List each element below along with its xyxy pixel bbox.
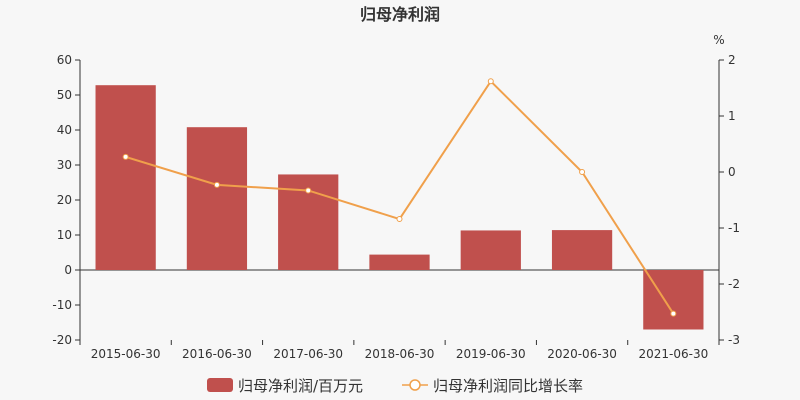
line-point xyxy=(305,187,312,194)
line-point xyxy=(487,78,494,85)
x-tick-label: 2021-06-30 xyxy=(638,347,708,361)
legend-line-label: 归母净利润同比增长率 xyxy=(433,377,583,395)
line-point xyxy=(579,169,586,175)
left-tick-label: 30 xyxy=(57,158,72,172)
right-axis-ticks: 2 1 0 -1 -2 -3 xyxy=(719,53,740,347)
legend: 归母净利润/百万元 归母净利润同比增长率 xyxy=(207,377,583,395)
axes-group xyxy=(79,60,720,340)
left-tick-label: -20 xyxy=(52,333,72,347)
right-tick-label: 1 xyxy=(728,109,736,123)
bar xyxy=(460,230,521,270)
legend-bar-label: 归母净利润/百万元 xyxy=(238,377,363,395)
left-tick-label: 60 xyxy=(57,53,72,67)
bar-series xyxy=(95,85,704,330)
x-tick-label: 2019-06-30 xyxy=(456,347,526,361)
left-tick-label: 50 xyxy=(57,88,72,102)
left-tick-label: -10 xyxy=(52,298,72,312)
line-series xyxy=(122,78,677,317)
line-point xyxy=(670,310,677,317)
x-axis-ticks: 2015-06-30 2016-06-30 2017-06-30 2018-06-30… xyxy=(79,340,720,361)
x-tick-label: 2016-06-30 xyxy=(182,347,252,361)
line-point xyxy=(122,153,129,160)
right-axis-unit: % xyxy=(713,33,724,47)
legend-bar-swatch xyxy=(207,378,233,392)
left-tick-label: 20 xyxy=(57,193,72,207)
x-tick-label: 2020-06-30 xyxy=(547,347,617,361)
bar xyxy=(369,254,430,270)
bar xyxy=(643,270,704,330)
x-tick-label: 2017-06-30 xyxy=(273,347,343,361)
line-point xyxy=(396,216,403,223)
right-tick-label: -2 xyxy=(728,277,740,291)
x-tick-label: 2015-06-30 xyxy=(91,347,161,361)
left-tick-label: 0 xyxy=(64,263,72,277)
left-tick-label: 10 xyxy=(57,228,72,242)
chart-title: 归母净利润 xyxy=(360,5,440,24)
left-tick-label: 40 xyxy=(57,123,72,137)
left-axis-ticks: 60 50 40 30 20 10 0 -10 -20 xyxy=(52,53,80,347)
x-tick-label: 2018-06-30 xyxy=(365,347,435,361)
right-tick-label: -1 xyxy=(728,221,740,235)
right-tick-label: -3 xyxy=(728,333,740,347)
bar xyxy=(551,230,613,270)
legend-line-swatch-marker xyxy=(409,379,421,391)
bar xyxy=(95,85,156,270)
line-point xyxy=(213,181,220,188)
right-tick-label: 0 xyxy=(728,165,736,179)
right-tick-label: 2 xyxy=(728,53,736,67)
bar xyxy=(186,127,248,270)
